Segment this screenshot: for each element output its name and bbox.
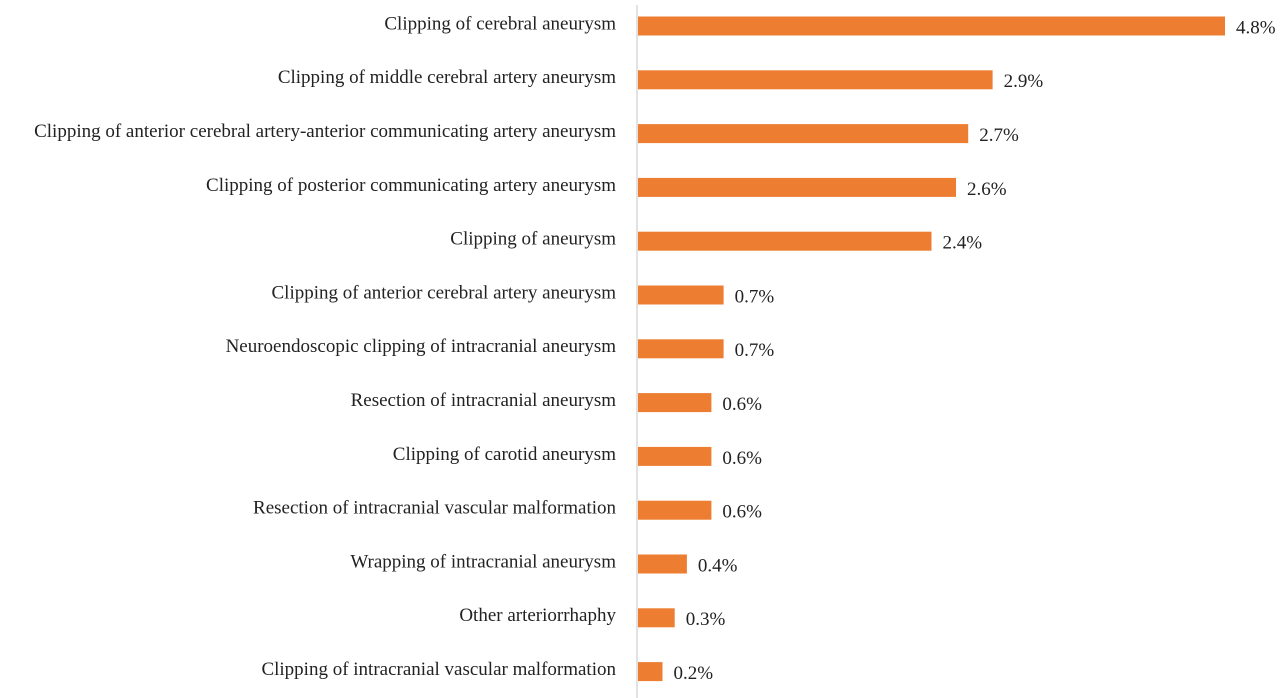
bar — [638, 662, 663, 682]
value-label: 4.8% — [1236, 17, 1276, 38]
bar — [638, 500, 712, 520]
value-label: 0.7% — [735, 286, 775, 307]
category-label: Clipping of carotid aneurysm — [393, 444, 616, 465]
category-label: Clipping of posterior communicating arte… — [206, 175, 616, 196]
value-label: 2.9% — [1004, 71, 1044, 92]
value-label: 0.7% — [735, 340, 775, 361]
value-label: 0.6% — [722, 394, 762, 415]
category-label: Clipping of aneurysm — [450, 229, 616, 250]
value-label: 0.6% — [722, 448, 762, 469]
value-label: 0.6% — [722, 502, 762, 523]
bar — [638, 446, 712, 466]
bar — [638, 70, 993, 90]
value-label: 0.4% — [698, 555, 738, 576]
category-label: Resection of intracranial aneurysm — [351, 390, 617, 411]
bar — [638, 285, 724, 305]
category-label: Other arteriorrhaphy — [459, 605, 616, 626]
labels-layer: Clipping of cerebral aneurysm 4.8% Clippin… — [34, 13, 1276, 684]
value-label: 2.7% — [979, 125, 1019, 146]
category-label: Clipping of anterior cerebral artery-ant… — [34, 121, 616, 142]
value-label: 2.4% — [943, 233, 983, 254]
bar — [638, 124, 969, 144]
category-label: Clipping of cerebral aneurysm — [384, 13, 616, 34]
bar — [638, 177, 956, 197]
bars-layer — [638, 16, 1225, 682]
bar — [638, 608, 675, 628]
category-label: Clipping of anterior cerebral artery ane… — [272, 282, 617, 303]
bar — [638, 16, 1225, 36]
category-label: Wrapping of intracranial aneurysm — [350, 551, 616, 572]
category-label: Clipping of middle cerebral artery aneur… — [278, 67, 616, 88]
bar — [638, 231, 932, 251]
category-label: Neuroendoscopic clipping of intracranial… — [226, 336, 617, 357]
category-label: Clipping of intracranial vascular malfor… — [261, 659, 616, 680]
value-label: 0.3% — [686, 609, 726, 630]
value-label: 2.6% — [967, 179, 1007, 200]
value-label: 0.2% — [674, 663, 714, 684]
bar — [638, 393, 712, 413]
bar — [638, 554, 687, 574]
bar — [638, 339, 724, 359]
category-label: Resection of intracranial vascular malfo… — [253, 498, 616, 519]
